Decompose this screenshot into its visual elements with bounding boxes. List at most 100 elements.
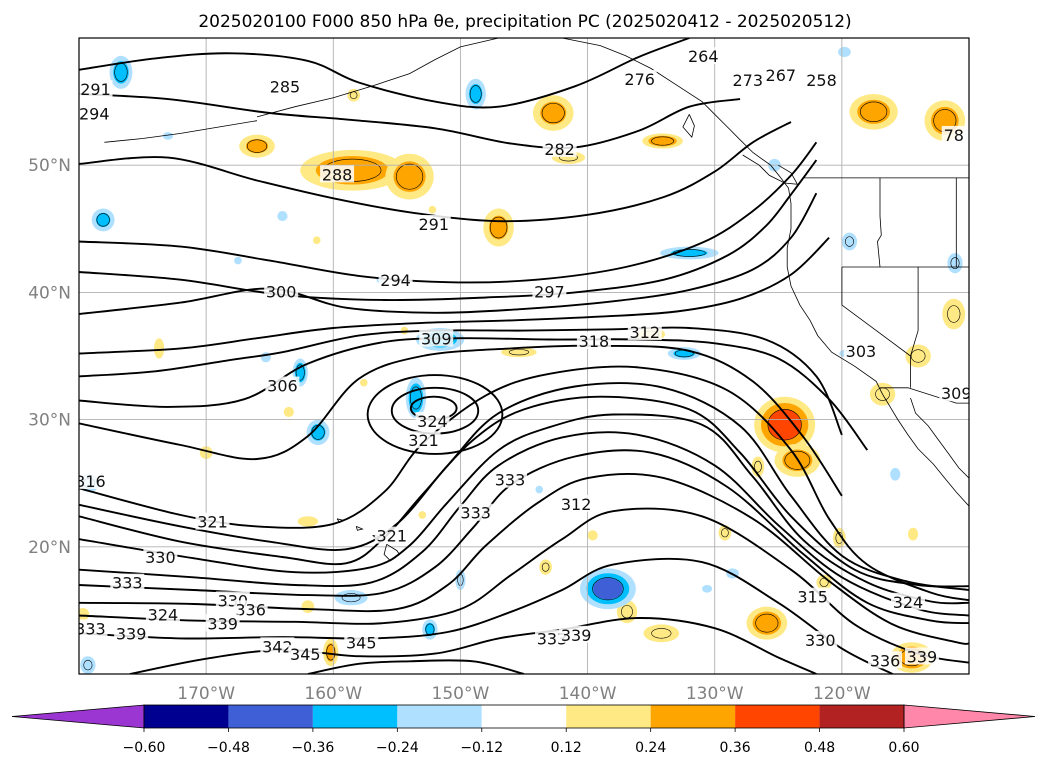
contour-label: 264 [688, 47, 719, 66]
colorbar-frame [143, 704, 905, 729]
coastline-segment [955, 177, 969, 268]
contour-label: 291 [80, 80, 111, 99]
longitude-tick-label: 140°W [559, 684, 617, 704]
longitude-tick-label: 170°W [177, 684, 235, 704]
precip-blob [746, 606, 788, 640]
precip-blob [702, 584, 713, 593]
colorbar-tick-label: 0.12 [551, 740, 582, 756]
colorbar-segment [481, 705, 567, 728]
precip-level-fill [838, 46, 851, 58]
precipitation-shading [79, 46, 966, 674]
colorbar-tick-label: −0.60 [123, 740, 166, 756]
precip-blob [642, 133, 683, 149]
contour-line-306 [79, 326, 843, 436]
longitude-tick-label: 150°W [432, 684, 490, 704]
contour-label: 321 [197, 513, 228, 532]
contour-line-303 [79, 237, 830, 355]
precip-blob [465, 78, 486, 110]
coastline-segment [910, 267, 919, 388]
precip-blob [428, 205, 437, 214]
precip-blob [838, 46, 851, 58]
longitude-tick-label: 130°W [686, 684, 744, 704]
coastline-segment [880, 387, 969, 404]
precip-blob [643, 624, 680, 643]
latitude-tick-label: 20°N [28, 538, 71, 558]
colorbar: −0.60 −0.48 −0.36 −0.24 −0.12 0.12 0.24 0.36 0.4… [11, 704, 1036, 756]
precip-level-fill [347, 88, 360, 102]
precip-level-fill [469, 83, 483, 104]
precip-blob [718, 525, 732, 541]
contour-label-backdrop [890, 592, 925, 610]
latitude-tick-label: 50°N [28, 156, 71, 176]
closed-contour-321 [366, 374, 504, 455]
contour-label: 297 [534, 282, 565, 301]
precip-level-fill [752, 611, 782, 635]
precip-level-fill [816, 574, 832, 591]
precip-blob [841, 232, 858, 251]
contour-label-backdrop [622, 69, 657, 87]
colorbar-extend-high [903, 704, 1036, 729]
colorbar-segment [566, 705, 651, 728]
precip-level-fill [428, 205, 437, 214]
colorbar-segment [650, 705, 736, 728]
precip-blob [277, 210, 288, 222]
coastline-segment [910, 397, 969, 479]
contour-line-342 [129, 617, 817, 674]
contour-label: 258 [806, 71, 837, 90]
precip-blob [109, 55, 133, 89]
precip-blob [754, 396, 816, 453]
contour-line-309 [79, 337, 869, 451]
contour-line-291 [79, 121, 792, 223]
precip-blob [539, 559, 552, 575]
contour-label-backdrop [532, 282, 567, 300]
contour-label: 315 [797, 588, 828, 607]
contour-label-backdrop [145, 605, 180, 623]
precip-blob [301, 600, 315, 613]
coastline-segment [355, 526, 364, 531]
contour-label: 312 [561, 495, 592, 514]
precip-blob [942, 298, 966, 330]
contour-label: 321 [408, 431, 439, 450]
contour-label-backdrop [79, 104, 112, 122]
chart-title: 2025020100 F000 850 hPa θe, precipitatio… [198, 12, 851, 32]
precip-outline [469, 85, 482, 103]
contour-label-backdrop [843, 342, 878, 360]
contour-label: 306 [267, 377, 298, 396]
colorbar-tick-label: −0.12 [460, 740, 503, 756]
contour-label-backdrop [730, 71, 765, 89]
precip-blob [832, 527, 846, 549]
precip-level-fill [310, 424, 326, 441]
precip-level-fill [593, 578, 623, 600]
precip-blob [849, 93, 898, 130]
contour-label-backdrop [795, 587, 830, 605]
contour-label-backdrop [415, 412, 450, 430]
precip-level-fill [79, 607, 90, 621]
contour-label: 309 [421, 329, 452, 348]
contour-label-backdrop [110, 573, 145, 591]
precip-outline [489, 216, 508, 239]
contour-label: 333 [460, 504, 491, 523]
precip-level-fill [301, 600, 315, 613]
contour-label: 333 [495, 471, 526, 490]
coastline-segment [256, 38, 499, 118]
colorbar-tick-label: 0.36 [720, 740, 751, 756]
precip-outline [395, 163, 424, 190]
contour-label-backdrop [265, 376, 300, 394]
contour-label-backdrop [267, 77, 302, 95]
contour-label-backdrop [344, 633, 379, 651]
precip-level-fill [234, 256, 242, 265]
precip-blob [297, 516, 319, 527]
contour-label: 330 [145, 548, 176, 567]
precip-outline [341, 593, 361, 603]
contour-label: 345 [346, 633, 377, 652]
colorbar-tick-label: 0.48 [804, 740, 835, 756]
precip-blob [239, 134, 275, 158]
contour-label-backdrop [941, 125, 966, 143]
contour-label-backdrop [406, 431, 441, 449]
contour-label: 333 [112, 574, 143, 593]
contour-label-backdrop [686, 47, 721, 65]
contour-label-backdrop [576, 332, 611, 350]
contour-label-backdrop [378, 270, 413, 288]
precip-level-fill [702, 584, 713, 593]
precip-level-fill [489, 215, 509, 240]
